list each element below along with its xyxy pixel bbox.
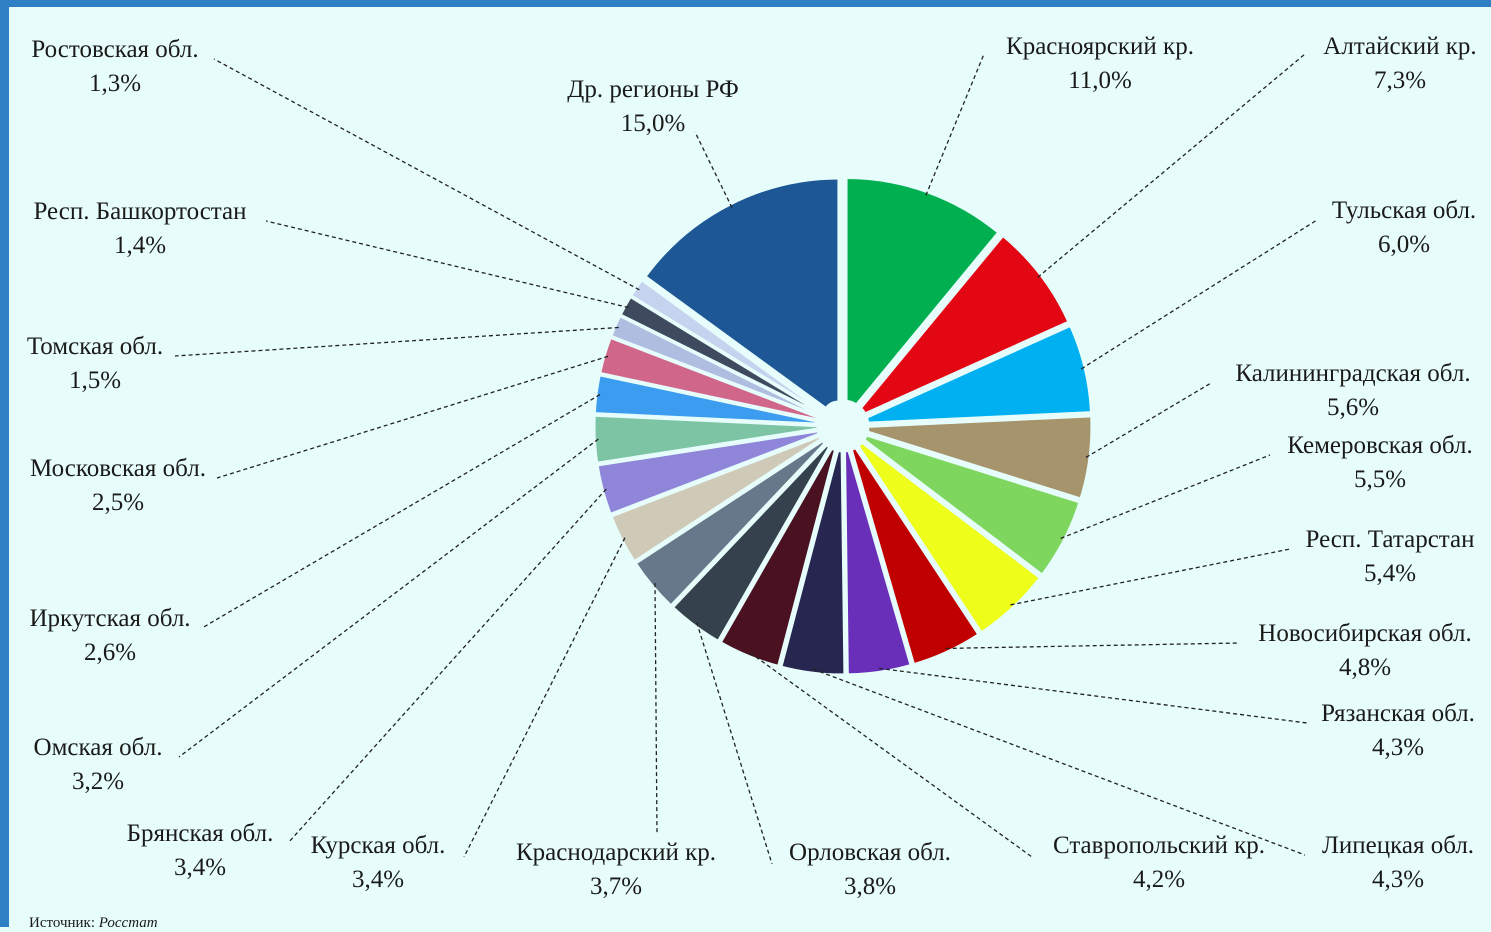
slice-label-value: 4,3% [1372, 866, 1424, 893]
pie-chart: Красноярский кр. 11,0% Алтайский кр. 7,3% Ту… [27, 33, 1477, 900]
pie-slice [864, 323, 1094, 425]
slice-label-name: Ставропольский кр. [1053, 832, 1265, 859]
slice-label-name: Курская обл. [311, 832, 446, 859]
slice-label-name: Кемеровская обл. [1287, 432, 1472, 459]
slice-label-name: Алтайский кр. [1323, 33, 1476, 60]
slice-label-value: 1,5% [69, 367, 121, 394]
leader-line [213, 58, 640, 291]
leader-line [1010, 548, 1291, 606]
slice-label-name: Красноярский кр. [1006, 33, 1194, 60]
slice-label-value: 6,0% [1378, 231, 1430, 258]
slice-label-value: 11,0% [1068, 67, 1132, 94]
leader-line [174, 326, 619, 357]
slice-label-value: 3,4% [174, 854, 226, 881]
slice-label-value: 1,3% [89, 70, 141, 97]
slice-label-name: Новосибирская обл. [1258, 620, 1471, 647]
slice-label-value: 5,6% [1327, 394, 1379, 421]
leader-line [1080, 219, 1318, 370]
leader-line [945, 642, 1240, 650]
leader-line [1060, 454, 1271, 539]
pie-slice [642, 176, 841, 411]
source-note: Источник: Росстат [29, 915, 158, 932]
leader-line [463, 537, 626, 858]
slice-label-value: 4,3% [1372, 734, 1424, 761]
leader-line [878, 667, 1308, 724]
slice-label-value: 4,8% [1339, 654, 1391, 681]
leader-line [216, 355, 609, 479]
slice-label-name: Московская обл. [30, 455, 206, 482]
slice-label-name: Омская обл. [34, 734, 163, 761]
leader-line [696, 622, 773, 865]
pie-slice [849, 445, 982, 667]
slice-label-name: Иркутская обл. [29, 605, 190, 632]
slice-label-name: Ростовская обл. [31, 36, 198, 63]
leader-line [749, 652, 1033, 858]
slice-label-value: 2,5% [92, 489, 144, 516]
slice-label-value: 3,2% [72, 768, 124, 795]
slice-label-value: 15,0% [621, 110, 686, 137]
pie-slice [609, 433, 824, 564]
slice-label-value: 5,5% [1354, 466, 1406, 493]
slice-label-value: 4,2% [1133, 866, 1185, 893]
pie-slice [865, 414, 1094, 501]
pie-slice [844, 176, 1001, 408]
slice-label-name: Рязанская обл. [1321, 700, 1475, 727]
slice-label-name: Респ. Татарстан [1306, 526, 1475, 553]
pie-slice [670, 442, 832, 644]
leader-lines [174, 53, 1318, 865]
pie-slice [779, 448, 847, 677]
slice-label-name: Томская обл. [27, 333, 163, 360]
pie-slice [861, 433, 1082, 578]
leader-line [178, 438, 599, 758]
slice-labels: Красноярский кр. 11,0% Алтайский кр. 7,3% Ту… [27, 33, 1477, 900]
pie-slice [633, 438, 828, 609]
slice-label-value: 5,4% [1364, 560, 1416, 587]
slice-label-name: Респ. Башкортостан [33, 198, 246, 225]
slice-label-name: Др. регионы РФ [567, 76, 738, 103]
slice-label-name: Краснодарский кр. [516, 839, 716, 866]
pie-slice [855, 440, 1043, 635]
slice-label-name: Тульская обл. [1332, 197, 1476, 224]
slice-label-value: 2,6% [84, 639, 136, 666]
pie-slice [628, 277, 825, 415]
source-label: Источник: [29, 915, 96, 931]
leader-line [694, 131, 733, 208]
source-name: Росстат [98, 915, 158, 931]
slice-label-value: 3,4% [352, 866, 404, 893]
slice-label-value: 3,8% [844, 873, 896, 900]
leader-line [1085, 382, 1212, 458]
slice-label-name: Брянская обл. [127, 820, 274, 847]
leader-line [654, 583, 658, 834]
leader-line [1037, 53, 1306, 278]
slice-label-value: 7,3% [1374, 67, 1426, 94]
leader-line [265, 220, 629, 309]
pie-slices [592, 176, 1094, 677]
slice-label-name: Калининградская обл. [1235, 360, 1470, 387]
slice-label-name: Орловская обл. [789, 839, 951, 866]
slice-label-value: 1,4% [114, 232, 166, 259]
slice-label-name: Липецкая обл. [1322, 832, 1474, 859]
pie-slice [718, 446, 838, 669]
pie-slice [592, 413, 820, 465]
slice-label-value: 3,7% [590, 873, 642, 900]
leader-line [812, 668, 1306, 856]
pie-slice [858, 233, 1071, 416]
leader-line [925, 53, 985, 196]
leader-line [201, 394, 601, 629]
pie-slice [843, 448, 914, 677]
leader-line [287, 488, 607, 844]
pie-slice [595, 429, 822, 517]
